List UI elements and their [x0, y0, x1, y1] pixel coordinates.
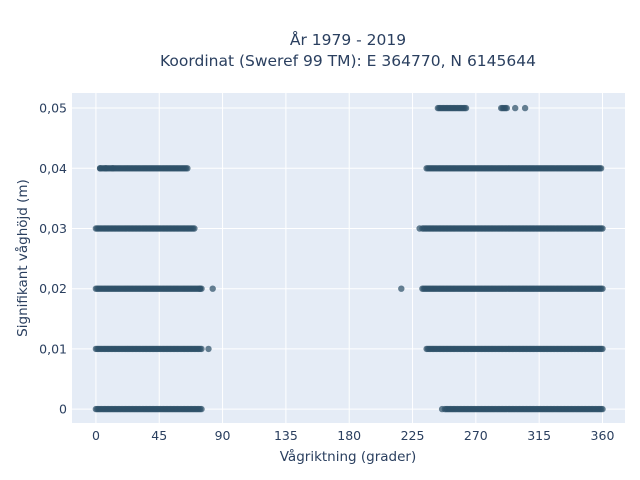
x-tick-label: 225: [401, 428, 425, 443]
data-point: [462, 104, 470, 112]
data-point: [599, 225, 606, 232]
y-tick-label: 0,05: [39, 101, 67, 116]
x-tick-label: 45: [151, 428, 167, 443]
data-point: [184, 165, 191, 172]
data-point: [198, 345, 205, 353]
chart-title-line-2: Koordinat (Sweref 99 TM): E 364770, N 61…: [160, 52, 536, 70]
y-tick-labels: 0 0,01 0,02 0,03 0,04 0,05: [39, 101, 67, 417]
data-point: [398, 285, 405, 292]
data-point: [205, 345, 212, 353]
x-tick-label: 270: [464, 428, 488, 443]
data-point: [109, 165, 117, 172]
x-axis-title: Vågriktning (grader): [280, 448, 417, 465]
data-point: [96, 165, 104, 172]
data-point: [599, 405, 606, 413]
y-tick-label: 0,03: [39, 221, 67, 236]
data-point: [438, 405, 446, 413]
x-tick-label: 135: [274, 428, 298, 443]
data-point: [102, 165, 110, 172]
x-tick-label: 180: [337, 428, 361, 443]
x-tick-label: 0: [92, 428, 100, 443]
data-point: [599, 285, 606, 292]
data-point: [209, 285, 216, 292]
data-point: [503, 104, 510, 112]
x-tick-label: 360: [591, 428, 615, 443]
data-point: [196, 285, 204, 292]
y-tick-label: 0: [59, 402, 67, 417]
x-tick-label: 90: [215, 428, 231, 443]
data-point: [597, 165, 605, 172]
data-point: [521, 104, 529, 112]
data-point: [198, 405, 205, 413]
x-tick-label: 315: [527, 428, 551, 443]
plot-background: [72, 93, 625, 423]
data-point: [191, 225, 198, 232]
y-axis-title: Signifikant våghöjd (m): [14, 179, 31, 337]
y-tick-label: 0,02: [39, 281, 67, 296]
chart-title-line-1: År 1979 - 2019: [290, 30, 406, 49]
data-point: [512, 104, 519, 112]
data-point: [599, 345, 606, 353]
x-tick-labels: 0 45 90 135 180 225 270 315 360: [92, 428, 615, 443]
data-points: [92, 104, 606, 413]
data-point: [416, 225, 423, 232]
y-tick-label: 0,04: [39, 161, 67, 176]
y-tick-label: 0,01: [39, 341, 67, 356]
